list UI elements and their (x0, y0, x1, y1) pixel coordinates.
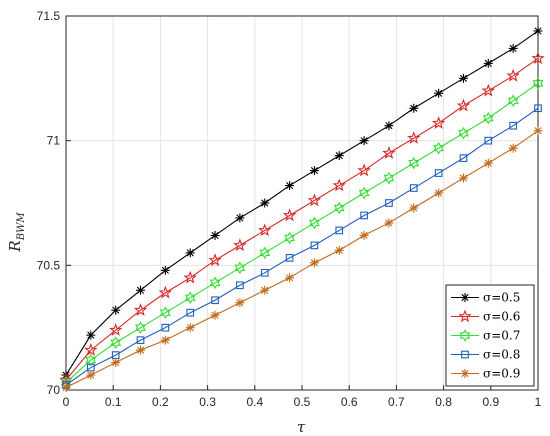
y-axis-label-sub: BWM (16, 212, 27, 242)
data-point (360, 136, 369, 145)
y-tick-label: 70.5 (37, 258, 61, 272)
data-point (409, 104, 418, 113)
data-point (285, 273, 294, 282)
data-point (285, 181, 294, 190)
data-point (260, 199, 269, 208)
data-point (310, 166, 319, 175)
data-point (509, 144, 518, 153)
data-point (509, 44, 518, 53)
y-tick-label: 70 (47, 383, 61, 397)
x-tick-label: 0.7 (388, 395, 405, 409)
x-tick-label: 0.1 (105, 395, 122, 409)
x-tick-label: 0.2 (152, 395, 169, 409)
data-point (235, 213, 244, 222)
data-point (534, 26, 543, 35)
x-tick-label: 0.3 (199, 395, 216, 409)
data-point (360, 231, 369, 240)
data-point (434, 89, 443, 98)
data-point (260, 286, 269, 295)
y-axis-label-main: R (6, 240, 24, 252)
legend-label: σ=0.8 (483, 348, 520, 362)
x-axis-label: τ (297, 418, 306, 436)
legend-label: σ=0.9 (483, 367, 520, 381)
x-tick-label: 1 (535, 395, 542, 409)
data-point (62, 383, 71, 392)
data-point (161, 266, 170, 275)
x-tick-label: 0.9 (482, 395, 499, 409)
data-point (161, 336, 170, 345)
legend: σ=0.5 σ=0.6 σ=0.7 σ=0.8 σ=0.9 (446, 285, 534, 386)
x-tick-label: 0.8 (435, 395, 452, 409)
data-point (335, 246, 344, 255)
data-point (86, 331, 95, 340)
data-point (186, 248, 195, 257)
legend-label: σ=0.5 (483, 291, 520, 305)
data-point (409, 203, 418, 212)
data-point (384, 218, 393, 227)
x-tick-label: 0.6 (341, 395, 358, 409)
data-point (235, 298, 244, 307)
data-point (86, 371, 95, 380)
legend-marker (461, 293, 470, 302)
data-point (484, 159, 493, 168)
data-point (211, 311, 220, 320)
data-point (459, 174, 468, 183)
data-point (534, 126, 543, 135)
data-point (136, 346, 145, 355)
x-tick-label: 0 (63, 395, 70, 409)
y-tick-label: 71.5 (37, 9, 61, 23)
data-point (384, 121, 393, 130)
data-point (459, 74, 468, 83)
y-tick-label: 71 (47, 134, 61, 148)
legend-marker (461, 369, 470, 378)
data-point (211, 231, 220, 240)
legend-label: σ=0.6 (483, 310, 520, 324)
data-point (484, 59, 493, 68)
x-tick-label: 0.5 (294, 395, 311, 409)
legend-label: σ=0.7 (483, 329, 520, 343)
data-point (111, 306, 120, 315)
data-point (335, 151, 344, 160)
data-point (310, 258, 319, 267)
x-tick-label: 0.4 (246, 395, 263, 409)
data-point (111, 358, 120, 367)
data-point (186, 323, 195, 332)
data-point (136, 286, 145, 295)
data-point (434, 189, 443, 198)
